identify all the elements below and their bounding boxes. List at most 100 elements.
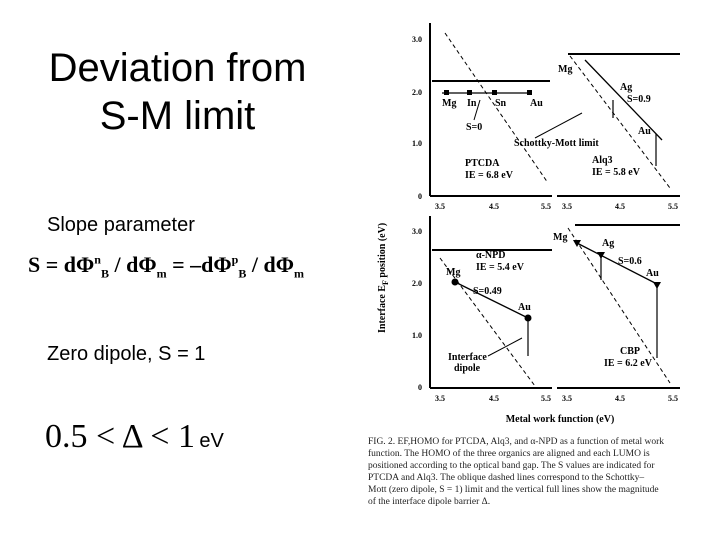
y-tick-label: 3.0 [412, 227, 422, 236]
arrow [473, 99, 481, 121]
y-tick-label: 2.0 [412, 88, 422, 97]
schottky-mott-label: Schottky-Mott limit [514, 138, 599, 149]
formula-phi-m-2: Φm [275, 252, 304, 281]
x-tick-label: 3.5 [562, 394, 572, 403]
panel-ie-ptcda: IE = 6.8 eV [465, 170, 514, 181]
formula-slash-1: / d [108, 252, 139, 277]
y-tick-label: 2.0 [412, 279, 422, 288]
data-point [467, 90, 472, 95]
x-tick-label: 4.5 [615, 202, 625, 211]
slide-title: Deviation from S-M limit [20, 44, 335, 140]
metal-label-mg: Mg [442, 98, 456, 109]
x-tick-label: 5.5 [668, 202, 678, 211]
x-tick-label: 3.5 [562, 202, 572, 211]
zero-dipole-label: Zero dipole, S = 1 [47, 343, 206, 365]
formula-phi-m-1: Φm [138, 252, 167, 281]
s-value-alq3: S=0.9 [627, 94, 651, 105]
title-line-2: S-M limit [99, 94, 256, 138]
caption-line: FIG. 2. EF,HOMO for PTCDA, Alq3, and α-N… [368, 437, 665, 447]
phi-symbol: Φ [275, 252, 294, 277]
interface-dipole-label-1: Interface [448, 352, 487, 363]
formula-slash-2: / d [246, 252, 276, 277]
panel-ie-alq3: IE = 5.8 eV [592, 167, 641, 178]
y-tick-label: 1.0 [412, 331, 422, 340]
s-value-npd: S=0.49 [473, 286, 502, 297]
sup-n: n [94, 252, 101, 267]
x-tick-label: 3.5 [435, 394, 445, 403]
y-tick-label: 0 [418, 383, 422, 392]
x-tick-label: 4.5 [489, 202, 499, 211]
delta-range: 0.5 < Δ < 1 eV [45, 418, 224, 456]
panel-npd: 3.0 2.0 1.0 0 3.5 4.5 5.5 Mg Au S=0.49 α… [412, 216, 552, 403]
s-value-ptcda: S=0 [466, 122, 482, 133]
title-line-1: Deviation from [48, 46, 307, 90]
panel-name-npd: α-NPD [476, 250, 505, 261]
phi-symbol: Φ [213, 252, 232, 277]
metal-label-ag: Ag [620, 82, 632, 93]
panel-alq3: 3.5 4.5 5.5 Mg Ag Au S=0.9 Alq3 IE = 5.8… [514, 53, 680, 211]
caption-line: PTCDA and Alq3. The oblique dashed lines… [368, 473, 645, 483]
schottky-mott-dashed-line [444, 32, 549, 184]
panel-cbp: 3.5 4.5 5.5 Mg Ag Au S=0.6 CBP IE = 6.2 … [553, 224, 680, 403]
sup-p: p [231, 252, 239, 267]
formula-phi-b-p: ΦpB [213, 252, 246, 280]
ef-line [584, 59, 663, 141]
schottky-mott-dashed-line [567, 227, 671, 384]
delta-unit: eV [199, 430, 224, 452]
metal-label-au: Au [518, 302, 531, 313]
data-point [444, 90, 449, 95]
panel-ptcda: 3.0 2.0 1.0 0 3.5 4.5 5.5 Mg In Sn Au S=… [412, 23, 552, 211]
y-tick-label: 1.0 [412, 139, 422, 148]
metal-label-in: In [467, 98, 477, 109]
caption-line: Mott (zero dipole, S = 1) limit and the … [368, 485, 659, 495]
data-point [451, 278, 459, 286]
panel-name-ptcda: PTCDA [465, 158, 500, 169]
formula-phi-b-n: ΦnB [76, 252, 109, 281]
arrow [487, 337, 523, 357]
y-tick-label: 0 [418, 192, 422, 201]
ef-line [574, 241, 658, 285]
interface-dipole-label-2: dipole [454, 363, 481, 374]
x-tick-label: 5.5 [668, 394, 678, 403]
y-tick-label: 3.0 [412, 35, 422, 44]
metal-label-mg: Mg [558, 64, 572, 75]
data-point [492, 90, 497, 95]
metal-label-sn: Sn [495, 98, 507, 109]
data-point [573, 240, 581, 247]
metal-label-mg: Mg [553, 232, 567, 243]
slope-formula: S = dΦnB / dΦm = –dΦpB / dΦm [28, 252, 304, 281]
y-axis-title: Interface EF position (eV) [377, 223, 390, 333]
x-tick-label: 5.5 [541, 202, 551, 211]
metal-label-au: Au [638, 126, 651, 137]
panel-name-cbp: CBP [620, 346, 640, 357]
formula-s: S [28, 252, 41, 277]
panel-ie-cbp: IE = 6.2 eV [604, 358, 653, 369]
slope-parameter-label: Slope parameter [47, 214, 195, 236]
formula-eq: = d [40, 252, 77, 277]
delta-math: 0.5 < Δ < 1 [45, 418, 195, 455]
sub-m: m [293, 266, 304, 281]
x-tick-label: 4.5 [489, 394, 499, 403]
caption-line: function. The HOMO of the three organics… [368, 449, 650, 459]
s-value-cbp: S=0.6 [618, 256, 642, 267]
sub-m: m [156, 266, 167, 281]
x-tick-label: 5.5 [541, 394, 551, 403]
formula-eq-neg: = –d [166, 252, 214, 277]
x-tick-label: 3.5 [435, 202, 445, 211]
metal-label-au: Au [646, 268, 659, 279]
sub-b: B [100, 266, 109, 281]
metal-label-au: Au [530, 98, 543, 109]
x-axis-title: Metal work function (eV) [506, 414, 615, 425]
panel-ie-npd: IE = 5.4 eV [476, 262, 525, 273]
x-tick-label: 4.5 [615, 394, 625, 403]
caption-line: positioned according to the optical band… [368, 461, 655, 471]
data-point [597, 252, 605, 259]
arrow [534, 112, 583, 139]
ef-line [454, 281, 529, 319]
data-point [653, 282, 661, 289]
data-point [527, 90, 532, 95]
phi-symbol: Φ [138, 252, 157, 277]
caption-line: of the interface dipole barrier Δ. [368, 497, 491, 507]
panel-name-alq3: Alq3 [592, 155, 613, 166]
work-function-figure: Interface EF position (eV) 3.0 2.0 1.0 0… [377, 23, 680, 425]
